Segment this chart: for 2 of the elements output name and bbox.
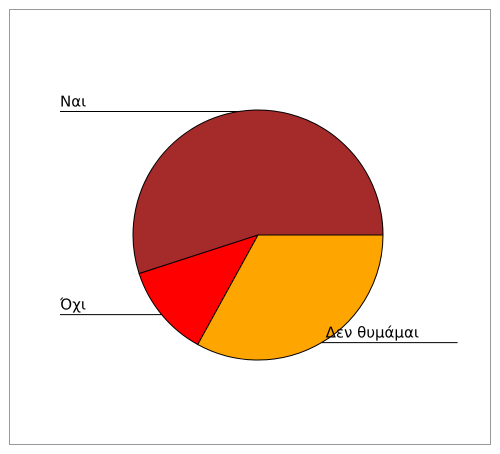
slice-label: Όχι (59, 296, 86, 314)
slice-label: Ναι (60, 92, 86, 111)
